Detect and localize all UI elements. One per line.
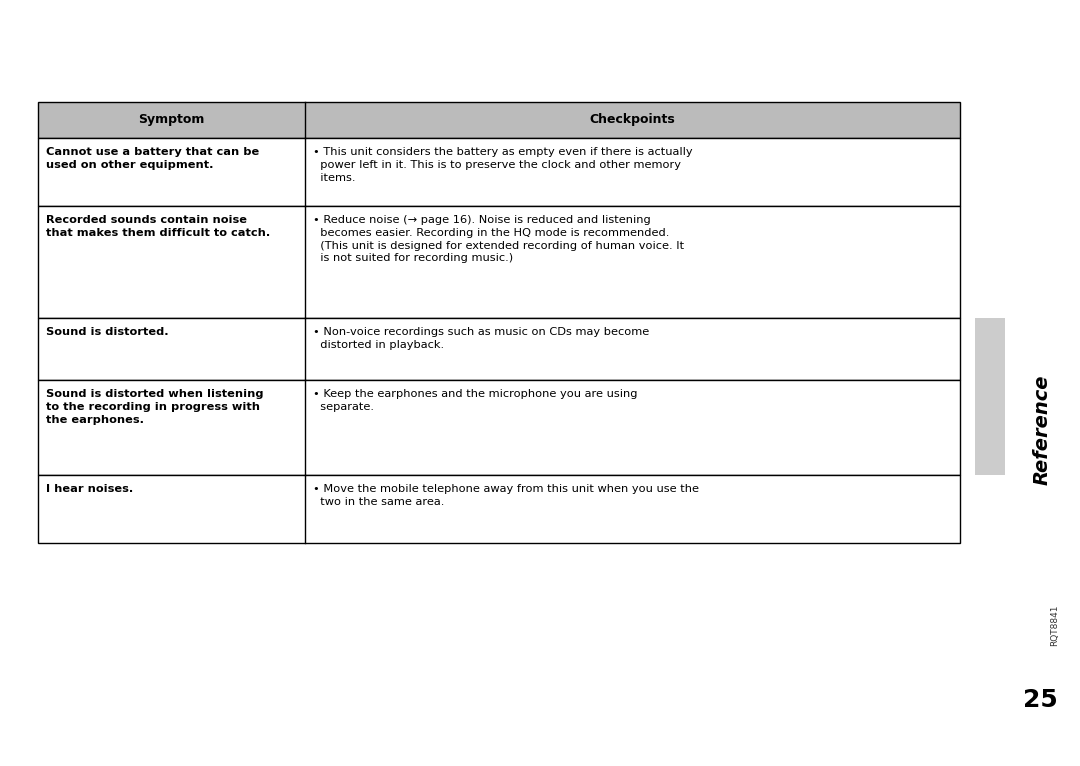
Text: Recorded sounds contain noise
that makes them difficult to catch.: Recorded sounds contain noise that makes… — [46, 215, 270, 237]
Text: • Non-voice recordings such as music on CDs may become
  distorted in playback.: • Non-voice recordings such as music on … — [313, 327, 649, 350]
Text: • This unit considers the battery as empty even if there is actually
  power lef: • This unit considers the battery as emp… — [313, 147, 692, 182]
Bar — [38, 475, 960, 543]
Bar — [38, 102, 960, 138]
Text: Sound is distorted when listening
to the recording in progress with
the earphone: Sound is distorted when listening to the… — [46, 389, 264, 424]
Bar — [38, 206, 960, 318]
Bar — [38, 318, 960, 380]
Bar — [975, 318, 1005, 475]
Text: 25: 25 — [1023, 688, 1057, 712]
Text: I hear noises.: I hear noises. — [46, 484, 133, 494]
Text: • Reduce noise (→ page 16). Noise is reduced and listening
  becomes easier. Rec: • Reduce noise (→ page 16). Noise is red… — [313, 215, 684, 264]
Text: • Move the mobile telephone away from this unit when you use the
  two in the sa: • Move the mobile telephone away from th… — [313, 484, 699, 507]
Text: • Keep the earphones and the microphone you are using
  separate.: • Keep the earphones and the microphone … — [313, 389, 637, 412]
Bar — [38, 380, 960, 475]
Text: RQT8841: RQT8841 — [1051, 604, 1059, 646]
Bar — [38, 138, 960, 206]
Text: Checkpoints: Checkpoints — [590, 113, 675, 126]
Text: Cannot use a battery that can be
used on other equipment.: Cannot use a battery that can be used on… — [46, 147, 259, 170]
Text: Reference: Reference — [1032, 375, 1052, 485]
Text: Sound is distorted.: Sound is distorted. — [46, 327, 168, 337]
Text: Symptom: Symptom — [138, 113, 205, 126]
